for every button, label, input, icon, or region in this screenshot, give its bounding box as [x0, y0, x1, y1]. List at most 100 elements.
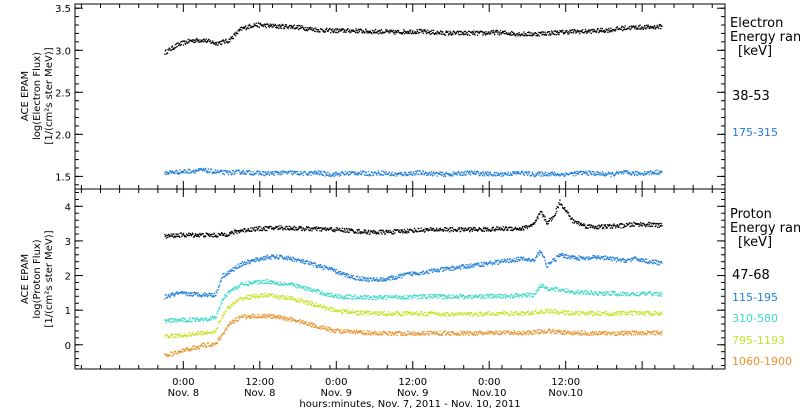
proton-point	[244, 284, 246, 286]
proton-point	[260, 281, 262, 283]
proton-point	[389, 296, 391, 298]
electron-point	[308, 28, 310, 30]
proton-point	[204, 292, 206, 294]
electron-point	[488, 31, 490, 33]
proton-point	[325, 293, 327, 295]
proton-point	[165, 322, 167, 324]
electron-panel-frame	[74, 3, 726, 190]
proton-point	[206, 294, 208, 296]
proton-point	[364, 295, 366, 298]
proton-point	[493, 229, 495, 232]
proton-point	[404, 294, 406, 296]
proton-point	[187, 294, 189, 296]
proton-point	[494, 295, 496, 297]
proton-point	[302, 227, 304, 229]
electron-point	[332, 173, 334, 176]
proton-point	[346, 230, 349, 232]
proton-point	[527, 292, 529, 295]
proton-point	[594, 255, 596, 258]
proton-point	[401, 295, 403, 297]
proton-point	[509, 257, 511, 260]
electron-point	[630, 25, 632, 27]
proton-point	[214, 292, 216, 294]
electron-point	[640, 28, 642, 30]
electron-point	[377, 170, 379, 172]
electron-point	[623, 170, 625, 172]
electron-point	[369, 173, 371, 175]
electron-point	[541, 34, 543, 36]
electron-point	[404, 31, 407, 33]
proton-point	[505, 261, 507, 263]
proton-point	[224, 232, 226, 235]
proton-point	[527, 260, 529, 262]
electron-point	[581, 173, 583, 175]
proton-point	[276, 282, 279, 284]
electron-point	[280, 25, 282, 28]
electron-point	[316, 28, 318, 31]
proton-point	[320, 266, 322, 269]
electron-point	[264, 175, 266, 177]
electron-point	[598, 31, 600, 33]
proton-point	[351, 275, 353, 277]
proton-point	[498, 293, 501, 296]
proton-point	[443, 298, 445, 300]
electron-point	[562, 29, 564, 31]
proton-point	[511, 294, 513, 296]
electron-point	[165, 171, 168, 173]
electron-point	[223, 41, 225, 43]
proton-point	[224, 274, 227, 277]
proton-point	[528, 292, 530, 294]
electron-point	[194, 39, 196, 41]
electron-point	[373, 32, 375, 34]
electron-point	[575, 31, 578, 33]
electron-point	[586, 174, 588, 176]
proton-point	[377, 231, 379, 233]
electron-point	[573, 31, 575, 33]
electron-point	[173, 171, 176, 174]
proton-point	[393, 233, 395, 235]
proton-point	[489, 260, 491, 262]
proton-point	[494, 230, 496, 232]
proton-point	[618, 226, 620, 228]
proton-point	[341, 227, 343, 229]
proton-point	[452, 266, 454, 268]
electron-point	[195, 169, 197, 171]
electron-point	[420, 173, 422, 176]
electron-point	[424, 29, 426, 31]
proton-point	[299, 284, 301, 286]
proton-point	[423, 231, 426, 233]
proton-point	[244, 231, 247, 233]
electron-point	[382, 170, 384, 172]
proton-point	[188, 292, 190, 294]
electron-point	[535, 173, 537, 175]
electron-point	[324, 31, 326, 33]
proton-point	[592, 293, 595, 296]
electron-point	[220, 43, 222, 45]
electron-point	[574, 30, 576, 32]
proton-point	[263, 279, 265, 282]
proton-point	[579, 224, 581, 227]
proton-point	[254, 281, 256, 283]
electron-point	[349, 171, 351, 173]
proton-point	[368, 229, 370, 231]
electron-point	[393, 174, 395, 176]
proton-point	[286, 259, 289, 261]
proton-point	[256, 280, 258, 282]
proton-point	[164, 235, 166, 238]
proton-point	[172, 321, 174, 323]
proton-point	[532, 259, 534, 261]
proton-point	[473, 266, 475, 268]
proton-point	[532, 258, 535, 260]
proton-point	[196, 317, 198, 320]
electron-point	[607, 29, 609, 31]
electron-point	[165, 49, 167, 51]
proton-point	[342, 298, 344, 300]
electron-point	[399, 172, 401, 175]
proton-point	[386, 229, 388, 231]
electron-point	[479, 31, 481, 33]
proton-point	[277, 281, 279, 283]
electron-point	[469, 34, 471, 37]
electron-point	[393, 32, 395, 34]
electron-point	[333, 30, 335, 33]
proton-point	[436, 296, 438, 298]
